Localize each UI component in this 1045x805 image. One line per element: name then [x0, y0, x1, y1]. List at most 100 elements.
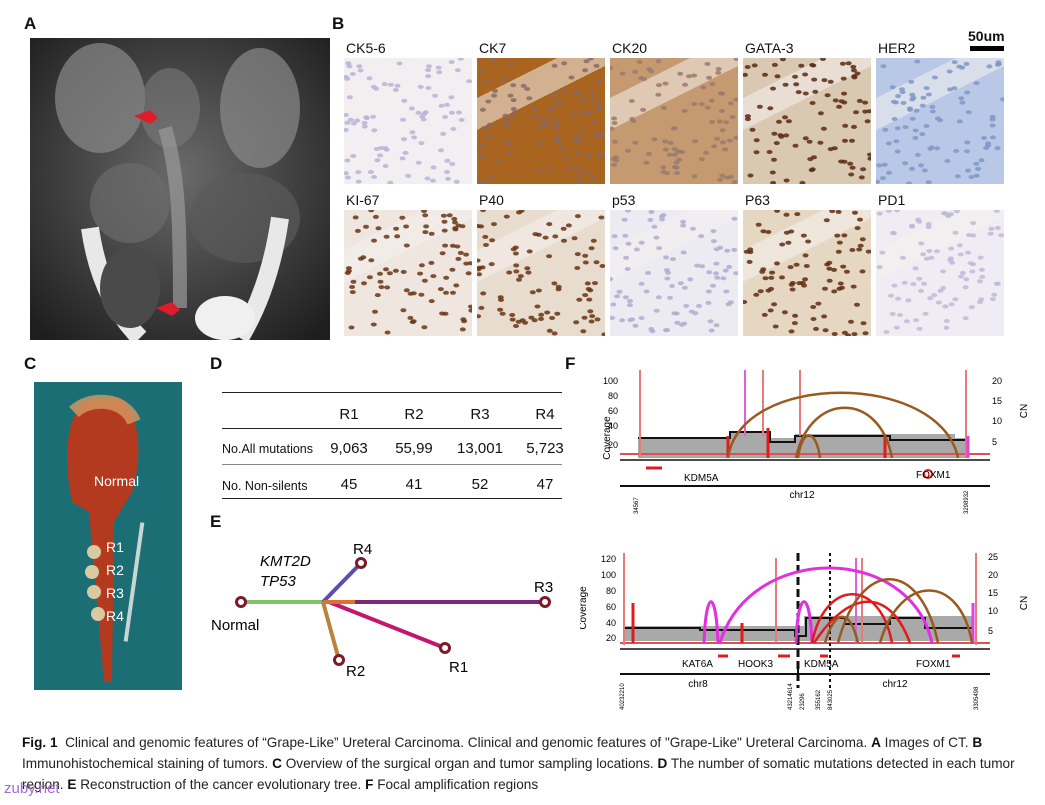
caption-panel-text: The number of somatic mutations detected…	[22, 756, 1015, 792]
right-axis-tick: 20	[992, 376, 1002, 386]
tree-gene-label: KMT2D	[260, 553, 311, 570]
table-header: R4	[535, 406, 555, 423]
sv-arc	[796, 434, 822, 459]
left-axis-tick: 60	[606, 602, 616, 612]
left-axis-tick: 120	[601, 554, 616, 564]
amplification-plot-top: Coverage CN 100 80 60 40 20 20 15 10 5 K…	[602, 370, 1030, 514]
tree-leaf-label: R4	[353, 541, 372, 558]
panel-label-e: E	[210, 512, 222, 531]
right-axis-tick: 10	[992, 416, 1002, 426]
left-axis-tick: 80	[608, 391, 618, 401]
tree-node-r4	[355, 557, 367, 569]
axis-title-cn: CN	[1019, 596, 1030, 610]
ihc-stain-label: GATA-3	[745, 40, 794, 56]
sv-arc	[836, 578, 940, 644]
ihc-stain-label: P63	[745, 192, 770, 208]
table-cell: 5,723	[526, 440, 564, 457]
sv-arc	[718, 566, 934, 644]
right-axis-tick: 15	[992, 396, 1002, 406]
copy-number-line	[638, 431, 968, 443]
table-rule	[222, 498, 562, 499]
left-axis-tick: 20	[606, 633, 616, 643]
amplification-plot-bottom: Coverage CN 120 100 80 60 40 20 25 20 15…	[580, 552, 1030, 710]
chromosome-label: chr12	[789, 490, 814, 501]
left-axis-tick: 80	[606, 586, 616, 596]
table-cell: 41	[405, 476, 423, 493]
branch-r4	[321, 561, 363, 604]
position-label: 23296	[800, 693, 806, 710]
ihc-stain-label: HER2	[878, 40, 916, 56]
table-row-label: No.All mutations	[222, 442, 314, 456]
evolution-tree: KMT2D TP53 Normal R4 R3 R2 R1	[211, 541, 553, 680]
left-axis-tick: 60	[608, 406, 618, 416]
gene-label: HOOK3	[738, 659, 773, 670]
ct-image	[30, 38, 330, 340]
panel-label-a: A	[24, 14, 37, 33]
sv-arc	[823, 615, 860, 644]
panel-label-d: D	[210, 354, 223, 373]
right-axis-tick: 25	[988, 552, 998, 562]
sv-arc	[812, 600, 912, 644]
axis-title-cn: CN	[1019, 404, 1030, 418]
ihc-stain-image	[344, 210, 472, 336]
caption-panel-letter: B	[972, 735, 983, 750]
chromosome-label: chr8	[688, 679, 708, 690]
ihc-stain-image	[876, 58, 1004, 184]
table-cell: 47	[536, 476, 554, 493]
position-label: 3298932	[964, 490, 970, 514]
specimen-region-label: R3	[106, 585, 124, 601]
ihc-stain-label: PD1	[878, 192, 906, 208]
tree-node-r3	[539, 596, 551, 608]
tree-node-r1	[439, 642, 451, 654]
sv-arc	[878, 589, 974, 644]
branch-r1	[328, 600, 446, 650]
caption-panel-letter: F	[365, 777, 374, 792]
table-cell: 55,99	[395, 440, 433, 457]
ihc-stain-image	[876, 210, 1004, 336]
ihc-stain-label: P40	[479, 192, 504, 208]
figure-caption: Fig. 1 Clinical and genomic features of …	[22, 732, 1027, 795]
caption-panel-letter: C	[272, 756, 282, 771]
axis-title-coverage: Coverage	[580, 586, 589, 630]
red-arrow-icon	[156, 302, 180, 316]
tree-leaf-label: R1	[449, 659, 468, 676]
tree-leaf-label: R2	[346, 663, 365, 680]
gene-label: FOXM1	[916, 659, 951, 670]
ihc-stain-label: CK7	[479, 40, 507, 56]
table-rule	[222, 428, 562, 429]
caption-panel-text: Immunohistochemical staining of tumors.	[22, 756, 269, 771]
left-axis-tick: 100	[603, 376, 618, 386]
ihc-stain-label: p53	[612, 192, 636, 208]
position-label: 40232210	[620, 683, 626, 710]
watermark: zuby.net	[4, 780, 60, 797]
panel-label-f: F	[565, 354, 576, 373]
right-axis-tick: 20	[988, 570, 998, 580]
tree-gene-label: TP53	[260, 573, 297, 590]
tree-root-label: Normal	[211, 617, 259, 634]
ihc-stain-label: KI-67	[346, 192, 380, 208]
ihc-stain-image	[743, 210, 871, 336]
specimen-region-label: R1	[106, 539, 124, 555]
caption-panel-text: Focal amplification regions	[377, 777, 539, 792]
specimen-normal-label: Normal	[94, 473, 140, 489]
ihc-stain-image	[610, 58, 738, 184]
panel-label-c: C	[24, 354, 37, 373]
caption-panel-text: Images of CT.	[884, 735, 969, 750]
left-axis-tick: 40	[608, 421, 618, 431]
caption-panel-letter: E	[67, 777, 77, 792]
specimen-region-label: R4	[106, 608, 124, 624]
right-axis-tick: 10	[988, 606, 998, 616]
gene-label: KAT6A	[682, 659, 713, 670]
table-cell: 45	[340, 476, 358, 493]
caption-panel-letter: D	[657, 756, 668, 771]
specimen-photo: Normal R1 R2 R3 R4	[34, 382, 182, 690]
ihc-stain-label: CK20	[612, 40, 648, 56]
ihc-stain-image	[743, 58, 871, 184]
ihc-stain-label: CK5-6	[346, 40, 386, 56]
table-rule	[222, 464, 562, 465]
gene-marker	[923, 469, 933, 479]
sv-arc	[726, 391, 960, 459]
specimen-region-label: R2	[106, 562, 124, 578]
gene-label: KDM5A	[684, 473, 719, 484]
position-label: 34567	[634, 497, 640, 514]
